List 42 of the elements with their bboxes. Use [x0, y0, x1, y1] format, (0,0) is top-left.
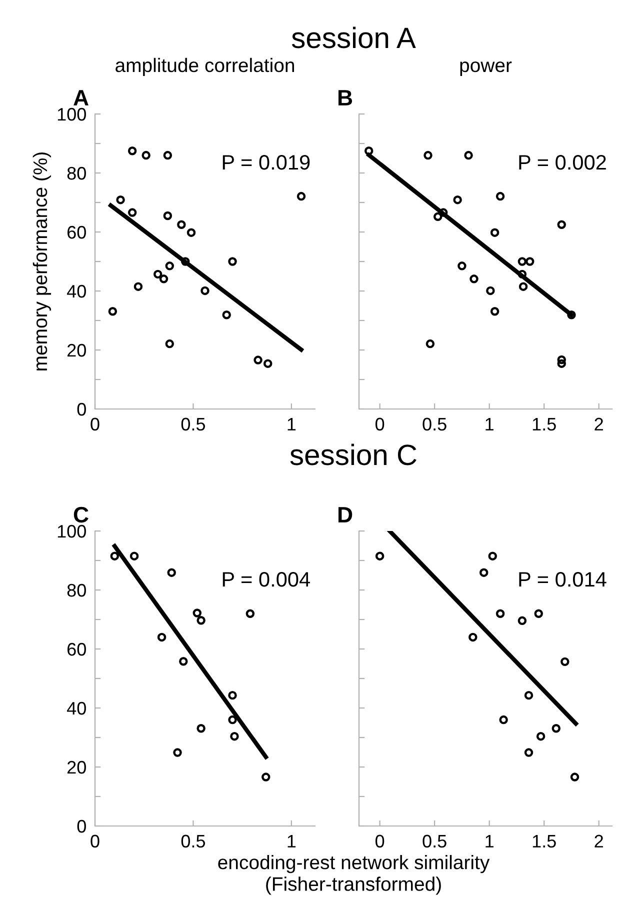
- y-tick-label: 0: [77, 820, 86, 833]
- x-tick-label: 1: [486, 834, 494, 848]
- y-tick-label: 20: [67, 760, 86, 774]
- x-tick-label: 0.5: [181, 834, 206, 848]
- annotation: P = 0.004: [222, 572, 310, 587]
- x-tick-label: 0: [375, 418, 384, 431]
- x-tick-label: 1: [288, 834, 296, 848]
- chart-title: amplitude correlation: [116, 58, 294, 76]
- text: A: [74, 90, 88, 106]
- x-tick-label: 0: [375, 834, 384, 848]
- y-tick-label: 40: [67, 702, 86, 715]
- chart-title: power: [460, 62, 512, 76]
- y-tick-label: 80: [67, 166, 86, 180]
- y-tick-label: 80: [67, 584, 86, 597]
- text: C: [74, 506, 88, 523]
- y-tick-label: 100: [58, 524, 86, 538]
- y-tick-label: 20: [67, 344, 86, 357]
- text: B: [338, 90, 352, 106]
- x-tick-label: 0.5: [422, 834, 446, 848]
- x-tick-label: 0.5: [422, 418, 446, 431]
- annotation: P = 0.014: [519, 572, 606, 587]
- x-tick-label: 1: [486, 418, 494, 430]
- x-tick-label: 1: [288, 418, 296, 430]
- y-tick-label: 100: [58, 108, 86, 121]
- x-tick-label: 1.5: [532, 834, 556, 848]
- y-tick-label: 40: [67, 284, 86, 298]
- x-tick-label: 2: [594, 418, 603, 430]
- x-tick-label: 0.5: [181, 418, 206, 431]
- x-tick-label: 0: [90, 418, 100, 431]
- y-tick-label: 60: [68, 642, 86, 656]
- x-tick-label: 2: [594, 834, 603, 848]
- text: session C: [290, 444, 416, 466]
- x-tick-label: 0: [90, 834, 100, 848]
- y-tick-label: 0: [77, 402, 86, 416]
- y-axis-title: memory performance (%): [32, 152, 51, 370]
- text: D: [338, 507, 352, 522]
- text: session A: [292, 26, 416, 48]
- annotation: P = 0.002: [519, 154, 606, 170]
- annotation: P = 0.019: [222, 154, 310, 170]
- y-tick-label: 60: [68, 226, 86, 239]
- x-axis-title: encoding-rest network similarity (Fisher-transformed): [218, 855, 490, 895]
- x-tick-label: 1.5: [532, 418, 556, 431]
